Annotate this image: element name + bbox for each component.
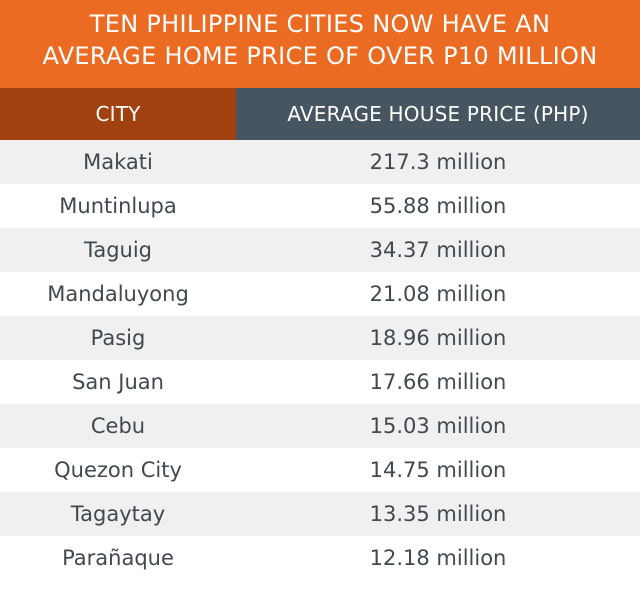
- title-line-2: AVERAGE HOME PRICE OF OVER P10 MILLION: [42, 42, 598, 70]
- table-row: San Juan 17.66 million: [0, 360, 640, 404]
- table-row: Taguig 34.37 million: [0, 228, 640, 272]
- price-cell: 17.66 million: [369, 370, 507, 394]
- city-cell: Mandaluyong: [47, 282, 189, 306]
- price-cell: 18.96 million: [369, 326, 507, 350]
- title-banner: TEN PHILIPPINE CITIES NOW HAVE AN AVERAG…: [0, 0, 640, 88]
- table-row: Tagaytay 13.35 million: [0, 492, 640, 536]
- city-cell: Muntinlupa: [59, 194, 177, 218]
- table-row: Mandaluyong 21.08 million: [0, 272, 640, 316]
- column-header-city: CITY: [0, 88, 236, 140]
- price-cell: 21.08 million: [369, 282, 507, 306]
- price-cell: 14.75 million: [369, 458, 507, 482]
- city-cell: Cebu: [90, 414, 146, 438]
- city-cell: Quezon City: [54, 458, 182, 482]
- bottom-padding: [0, 580, 640, 589]
- table-row: Parañaque 12.18 million: [0, 536, 640, 580]
- table-row: Cebu 15.03 million: [0, 404, 640, 448]
- table-header: CITY AVERAGE HOUSE PRICE (PHP): [0, 88, 640, 140]
- city-cell: Pasig: [90, 326, 146, 350]
- column-header-price: AVERAGE HOUSE PRICE (PHP): [236, 88, 640, 140]
- city-cell: Tagaytay: [70, 502, 166, 526]
- city-cell: Parañaque: [62, 546, 174, 570]
- title-line-1: TEN PHILIPPINE CITIES NOW HAVE AN: [89, 10, 551, 38]
- city-cell: Makati: [83, 150, 153, 174]
- price-cell: 55.88 million: [369, 194, 507, 218]
- table-row: Pasig 18.96 million: [0, 316, 640, 360]
- price-cell: 217.3 million: [369, 150, 507, 174]
- table-row: Makati 217.3 million: [0, 140, 640, 184]
- city-cell: San Juan: [72, 370, 164, 394]
- price-cell: 34.37 million: [369, 238, 507, 262]
- table-row: Muntinlupa 55.88 million: [0, 184, 640, 228]
- table-body: Makati 217.3 million Muntinlupa 55.88 mi…: [0, 140, 640, 580]
- price-cell: 12.18 million: [369, 546, 507, 570]
- price-cell: 13.35 million: [369, 502, 507, 526]
- price-cell: 15.03 million: [369, 414, 507, 438]
- city-cell: Taguig: [83, 238, 153, 262]
- table-row: Quezon City 14.75 million: [0, 448, 640, 492]
